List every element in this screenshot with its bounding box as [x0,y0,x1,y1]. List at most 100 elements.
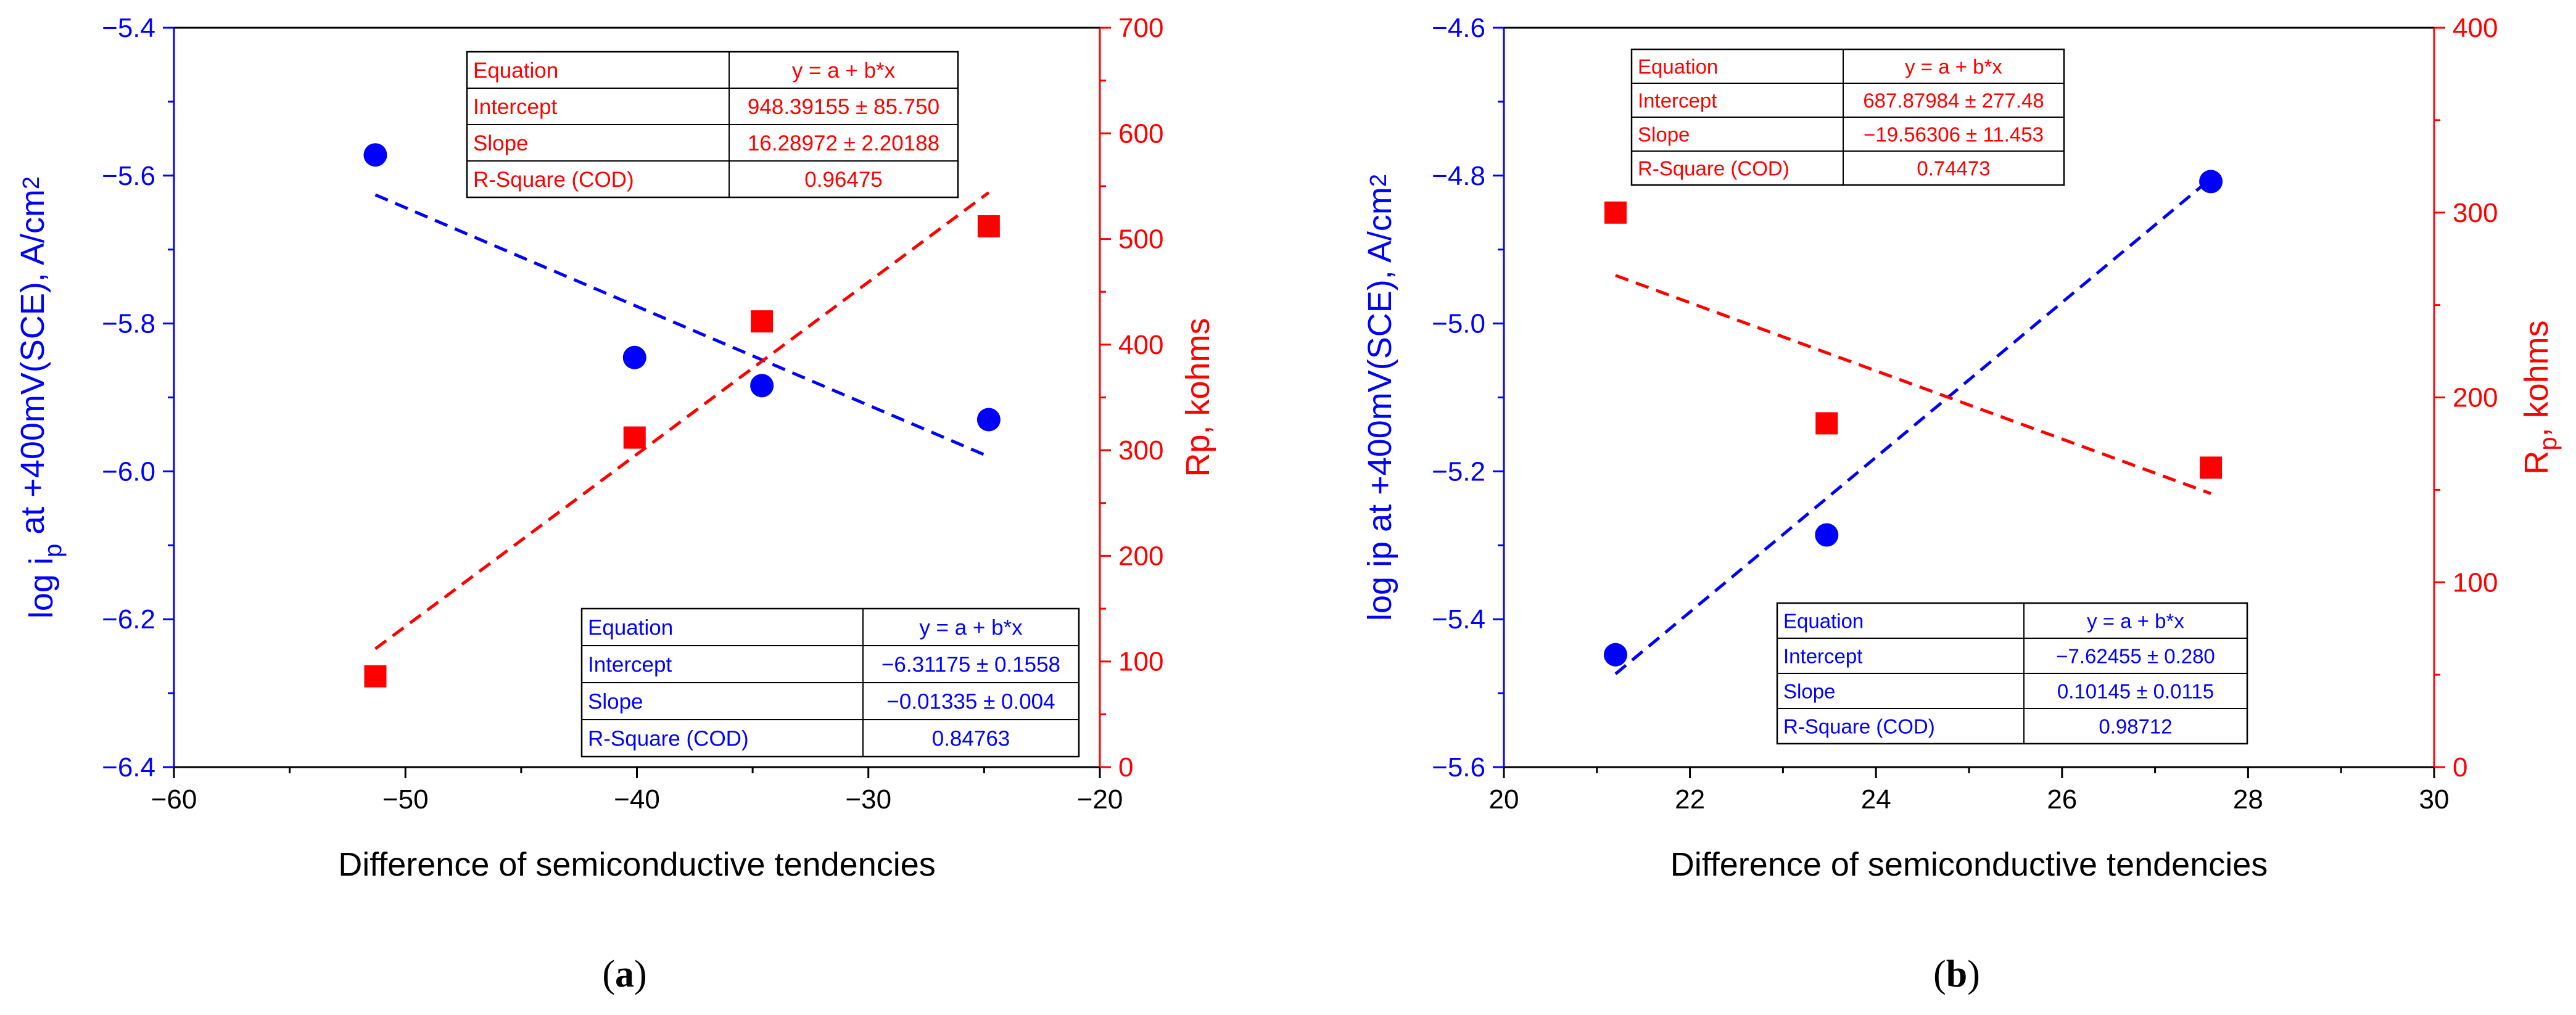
left-y-tick-label: −5.4 [1432,604,1485,635]
table-cell-value: y = a + b*x [792,59,896,83]
x-tick-label: −20 [1077,784,1123,815]
x-tick-label: −40 [614,784,660,815]
table-cell-value: −19.56306 ± 11.453 [1864,123,2044,146]
x-tick-label: 28 [2233,784,2263,815]
right-y-axis-label-part: Rp, kohms [1179,318,1216,477]
left-y-axis-label: log ip at +400mV(SCE), A/cm2 [1361,174,1398,621]
regression-table: Equation y = a + b*x Intercept 948.39155 ± … [466,51,959,199]
data-point-square [1815,412,1838,435]
right-y-tick-label: 200 [2453,383,2498,413]
x-axis-label: Difference of semiconductive tendencies [1670,846,2268,883]
left-y-axis-label-part: p [39,544,67,557]
table-cell-value: 0.74473 [1917,157,1990,179]
x-tick-label: 26 [2047,784,2077,815]
left-y-tick-label: −5.8 [102,309,155,339]
left-y-tick-label: −5.0 [1432,309,1485,339]
table-cell-value: 948.39155 ± 85.750 [748,95,939,119]
table-cell-label: Intercept [1638,89,1717,112]
table-cell-label: Equation [588,616,673,640]
table-cell-label: Intercept [473,95,557,119]
data-point-circle [750,374,774,398]
data-point-circle [2199,170,2223,194]
right-y-tick-label: 0 [1118,752,1133,783]
right-y-axis-label: Rp, kohms [1179,318,1216,477]
right-y-axis-label-part: R [2518,451,2555,475]
panel-label-close: ) [634,953,647,995]
right-y-tick-label: 200 [1118,541,1163,571]
right-y-tick-label: 400 [1118,330,1163,360]
table-cell-label: Intercept [588,653,672,677]
right-y-axis-label-part: , kohms [2518,320,2555,437]
data-point-square [623,426,646,449]
table-cell-value: 0.96475 [804,168,883,192]
left-y-axis-label-part: log i [23,557,60,618]
left-y-axis-label: log ip at +400mV(SCE), A/cm2 [14,176,67,618]
data-point-square [1604,201,1627,224]
table-cell-label: Slope [1638,123,1690,146]
left-y-tick-label: −4.6 [1432,13,1485,43]
right-y-tick-label: 400 [2453,13,2498,43]
right-y-tick-label: 300 [1118,435,1163,466]
data-point-square [977,215,1000,238]
data-point-square [751,310,774,333]
table-cell-value: 16.28972 ± 2.20188 [748,131,939,155]
right-y-tick-label: 0 [2453,752,2467,783]
left-y-axis-label-part: 2 [19,176,44,189]
regression-table: Equation y = a + b*x Intercept −6.31175 ± 0… [580,607,1080,758]
right-y-axis-label-part: p [2535,437,2562,450]
table-cell-value: −7.62455 ± 0.280 [2056,644,2215,667]
left-y-tick-label: −5.6 [1432,752,1485,783]
right-y-tick-label: 300 [2453,198,2498,228]
table-cell-value: y = a + b*x [919,616,1023,640]
chart-panel-b: 20 22 24 26 28 30 −5.6 −5.4 −5.2 −5.0 −4.8 −4.6 0 100… [1361,13,2562,995]
left-y-tick-label: −6.0 [102,456,155,487]
panel-label-letter: a [615,953,634,995]
table-cell-value: −6.31175 ± 0.1558 [881,653,1060,677]
left-y-axis-label-part: log ip at +400mV(SCE), A/cm [1361,187,1398,621]
x-tick-label: 24 [1861,784,1891,815]
panel-label-close: ) [1967,953,1980,995]
x-tick-label: 30 [2419,784,2450,815]
table-cell-label: Equation [1783,609,1864,632]
right-y-tick-label: 600 [1118,118,1163,149]
right-y-tick-label: 100 [1118,647,1163,677]
table-cell-value: y = a + b*x [1905,55,2002,78]
regression-table: Equation y = a + b*x Intercept −7.62455 ± 0… [1776,602,2248,745]
table-cell-label: R-Square (COD) [588,727,749,751]
blue-fit-line [1614,177,2212,675]
x-tick-label: 20 [1489,784,1519,815]
table-cell-value: 0.98712 [2099,715,2172,738]
left-y-tick-label: −6.4 [102,752,155,783]
table-cell-value: −0.01335 ± 0.004 [886,690,1055,714]
data-point-circle [976,408,1001,432]
right-y-tick-label: 100 [2453,567,2498,598]
red-fit-line [374,191,990,651]
left-y-axis-label-part: 2 [1366,174,1392,187]
data-point-circle [1815,523,1839,547]
left-y-tick-label: −5.6 [102,161,155,191]
left-y-tick-label: −5.4 [102,13,155,43]
panel-label-letter: b [1946,953,1967,995]
red-fit-line [1615,274,2211,495]
left-y-axis-label-part: at +400mV(SCE), A/cm [14,189,51,544]
table-cell-value: 0.84763 [932,727,1010,751]
table-cell-label: Equation [1638,55,1718,78]
table-cell-label: R-Square (COD) [1638,157,1790,179]
x-tick-label: −30 [845,784,891,815]
data-point-circle [363,143,387,167]
data-point-circle [622,345,646,369]
table-cell-label: Slope [473,131,529,155]
table-cell-value: 687.87984 ± 277.48 [1863,89,2044,112]
panel-label: (b) [1933,953,1980,995]
x-axis-label: Difference of semiconductive tendencies [338,846,936,883]
table-cell-label: R-Square (COD) [1783,715,1935,738]
regression-table: Equation y = a + b*x Intercept 687.87984 ± … [1630,48,2065,186]
x-tick-label: −60 [151,784,197,815]
panel-label-open: ( [602,953,615,995]
table-cell-label: Intercept [1783,644,1862,667]
table-cell-label: R-Square (COD) [473,168,634,192]
right-y-axis-label: Rp, kohms [2518,320,2562,474]
panel-label: (a) [602,953,646,995]
table-cell-label: Slope [1783,680,1835,702]
left-y-tick-label: −4.8 [1432,161,1485,191]
